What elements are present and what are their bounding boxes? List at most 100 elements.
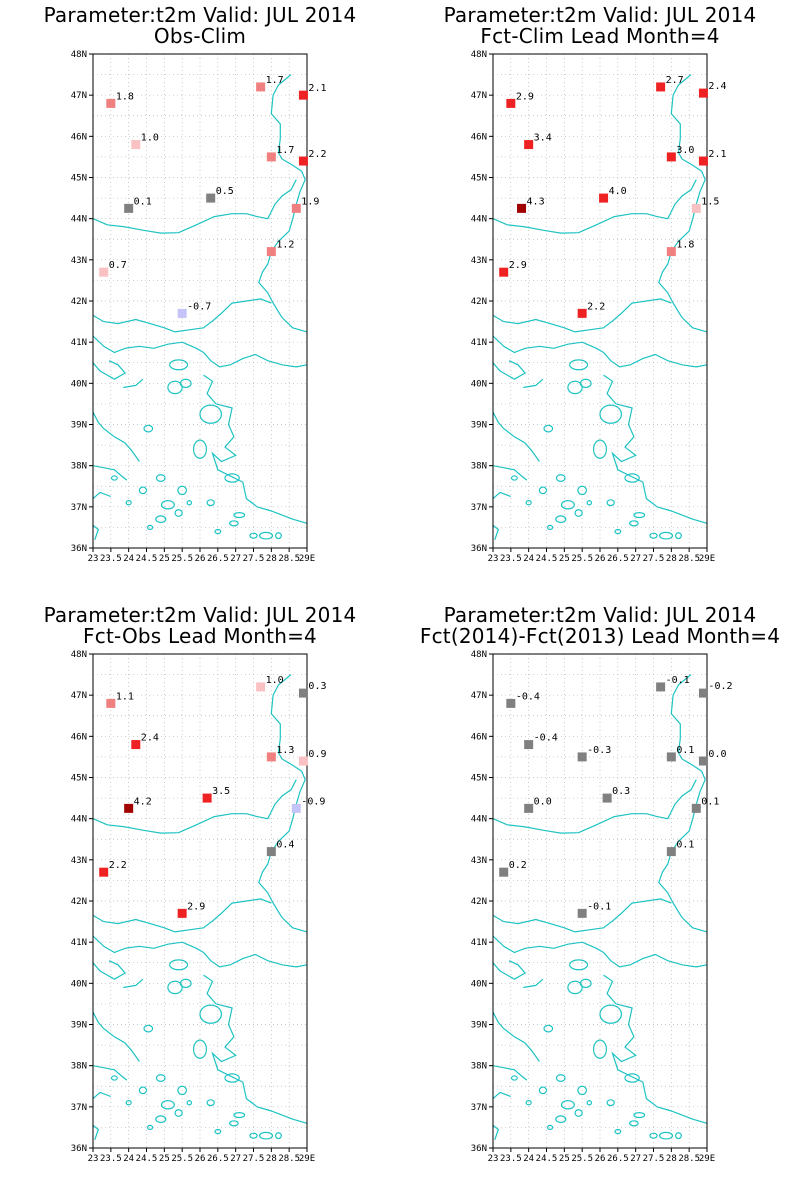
map-canvas: 48N47N46N45N44N43N42N41N40N39N38N37N36N2…: [471, 650, 733, 1164]
station-value-label: -0.9: [301, 796, 325, 807]
lon-label: 26.5: [607, 554, 629, 564]
lon-label: 26: [195, 554, 206, 564]
map-canvas: 48N47N46N45N44N43N42N41N40N39N38N37N36N2…: [71, 650, 327, 1164]
island: [110, 475, 118, 481]
station-marker: [177, 908, 187, 918]
lat-label: 40N: [471, 379, 487, 389]
station-marker: [517, 203, 527, 213]
station-value-label: 0.1: [676, 840, 694, 851]
island: [199, 1004, 222, 1024]
coastline: [92, 335, 308, 368]
coastline: [492, 779, 697, 834]
island: [146, 1124, 154, 1131]
island: [167, 380, 183, 395]
lat-label: 41N: [471, 338, 487, 348]
lat-label: 40N: [71, 379, 87, 389]
station-marker: [202, 793, 212, 803]
station-value-label: 2.7: [666, 75, 684, 86]
lat-label: 38N: [71, 1062, 87, 1072]
lat-label: 48N: [471, 50, 487, 60]
lat-label: 47N: [71, 91, 87, 101]
lon-label: 24.5: [536, 1154, 558, 1164]
station-value-label: 0.1: [134, 196, 152, 207]
station-value-label: 0.3: [612, 786, 630, 797]
coastline: [492, 1124, 500, 1140]
lat-label: 44N: [71, 815, 87, 825]
lat-label: 46N: [471, 132, 487, 142]
station-value-label: 4.3: [527, 196, 545, 207]
lat-label: 48N: [71, 50, 87, 60]
coastline: [492, 1011, 540, 1062]
lon-label: 25.5: [171, 1154, 193, 1164]
station-value-label: 1.5: [701, 196, 719, 207]
lon-label: 24.5: [136, 554, 158, 564]
lat-label: 37N: [71, 503, 87, 513]
station-value-label: 1.2: [276, 240, 294, 251]
coastline: [92, 360, 127, 380]
lon-label: 23: [488, 554, 499, 564]
coastline: [492, 1065, 528, 1081]
map-plot-area: [493, 54, 707, 548]
island: [629, 1120, 639, 1127]
station-marker: [256, 682, 266, 692]
coastline: [492, 935, 708, 968]
lon-label: 25: [559, 1154, 570, 1164]
lon-label: 28.5: [278, 554, 300, 564]
map-panel-fct-clim: Parameter:t2m Valid: JUL 2014 Fct-Clim L…: [400, 0, 800, 600]
island: [560, 500, 575, 510]
island: [567, 980, 583, 995]
island: [169, 359, 189, 371]
lon-label: 27.5: [643, 1154, 665, 1164]
lon-label: 29E: [299, 554, 315, 564]
lon-label: 25.5: [171, 554, 193, 564]
island: [229, 520, 239, 527]
lat-label: 36N: [71, 544, 87, 554]
island: [555, 1115, 567, 1124]
lat-label: 46N: [71, 132, 87, 142]
lon-label: 28: [266, 554, 277, 564]
island: [658, 1131, 674, 1140]
station-value-label: 2.2: [308, 149, 326, 160]
map-canvas: 48N47N46N45N44N43N42N41N40N39N38N37N36N2…: [471, 50, 727, 564]
station-marker: [577, 752, 587, 762]
lat-label: 42N: [71, 897, 87, 907]
station-marker: [291, 803, 301, 813]
coastline: [492, 411, 540, 462]
lat-label: 43N: [471, 256, 487, 266]
panel-subtitle: Fct(2014)-Fct(2013) Lead Month=4: [419, 624, 781, 648]
island: [555, 474, 566, 482]
lon-label: 26.5: [207, 1154, 229, 1164]
lon-label: 26.5: [207, 554, 229, 564]
island: [567, 380, 583, 395]
coastline: [123, 378, 144, 389]
station-marker: [599, 193, 609, 203]
coastline: [603, 974, 708, 1124]
coastline: [492, 465, 528, 481]
island: [177, 1085, 188, 1096]
lon-label: 25: [159, 554, 170, 564]
station-value-label: 0.2: [509, 860, 527, 871]
island: [624, 1073, 640, 1083]
station-value-label: 2.9: [516, 91, 534, 102]
lat-label: 45N: [471, 774, 487, 784]
island: [624, 473, 640, 483]
station-value-label: 3.4: [534, 133, 552, 144]
coastline: [92, 524, 100, 540]
stations: 1.8 1.0 1.7 2.1 1.7 2.2 0.1 0.5 1.9 1.2 0.7 -0.7: [99, 75, 326, 318]
map-panel-fct-obs: Parameter:t2m Valid: JUL 2014 Fct-Obs Le…: [0, 600, 400, 1200]
lat-label: 41N: [71, 338, 87, 348]
island: [214, 1128, 222, 1135]
lon-label: 24: [123, 1154, 134, 1164]
station-marker: [266, 247, 276, 257]
lat-label: 45N: [71, 774, 87, 784]
island: [192, 439, 208, 459]
station-value-label: 1.0: [266, 675, 284, 686]
station-value-label: 0.9: [308, 749, 326, 760]
island: [546, 524, 554, 531]
station-marker: [666, 247, 676, 257]
station-marker: [656, 682, 666, 692]
island: [155, 515, 167, 524]
island: [614, 528, 622, 535]
island: [249, 532, 258, 539]
station-value-label: 0.0: [708, 749, 726, 760]
